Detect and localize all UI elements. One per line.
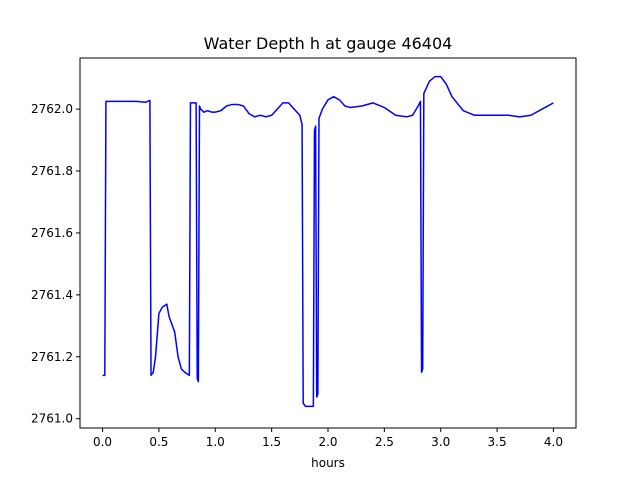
x-tick-label: 1.0: [206, 435, 225, 449]
y-tick-label: 2761.8: [31, 164, 73, 178]
y-tick-label: 2761.4: [31, 288, 73, 302]
x-tick-label: 1.5: [262, 435, 281, 449]
x-axis-label: hours: [311, 456, 345, 470]
x-tick-label: 0.0: [93, 435, 112, 449]
x-tick-label: 3.5: [488, 435, 507, 449]
y-tick-label: 2761.6: [31, 226, 73, 240]
y-axis: 2761.0 2761.2 2761.4 2761.6 2761.8 2762.0: [31, 102, 80, 426]
series-line-water-depth: [102, 75, 554, 408]
x-tick-label: 3.0: [431, 435, 450, 449]
plot-area: [102, 75, 554, 408]
y-tick-label: 2761.0: [31, 412, 73, 426]
x-tick-label: 4.0: [544, 435, 563, 449]
x-tick-label: 0.5: [149, 435, 168, 449]
x-tick-label: 2.0: [318, 435, 337, 449]
x-tick-label: 2.5: [375, 435, 394, 449]
y-tick-label: 2762.0: [31, 102, 73, 116]
chart-title: Water Depth h at gauge 46404: [204, 34, 453, 53]
y-tick-label: 2761.2: [31, 350, 73, 364]
x-axis: 0.0 0.5 1.0 1.5 2.0 2.5 3.0 3.5 4.0: [93, 428, 563, 449]
